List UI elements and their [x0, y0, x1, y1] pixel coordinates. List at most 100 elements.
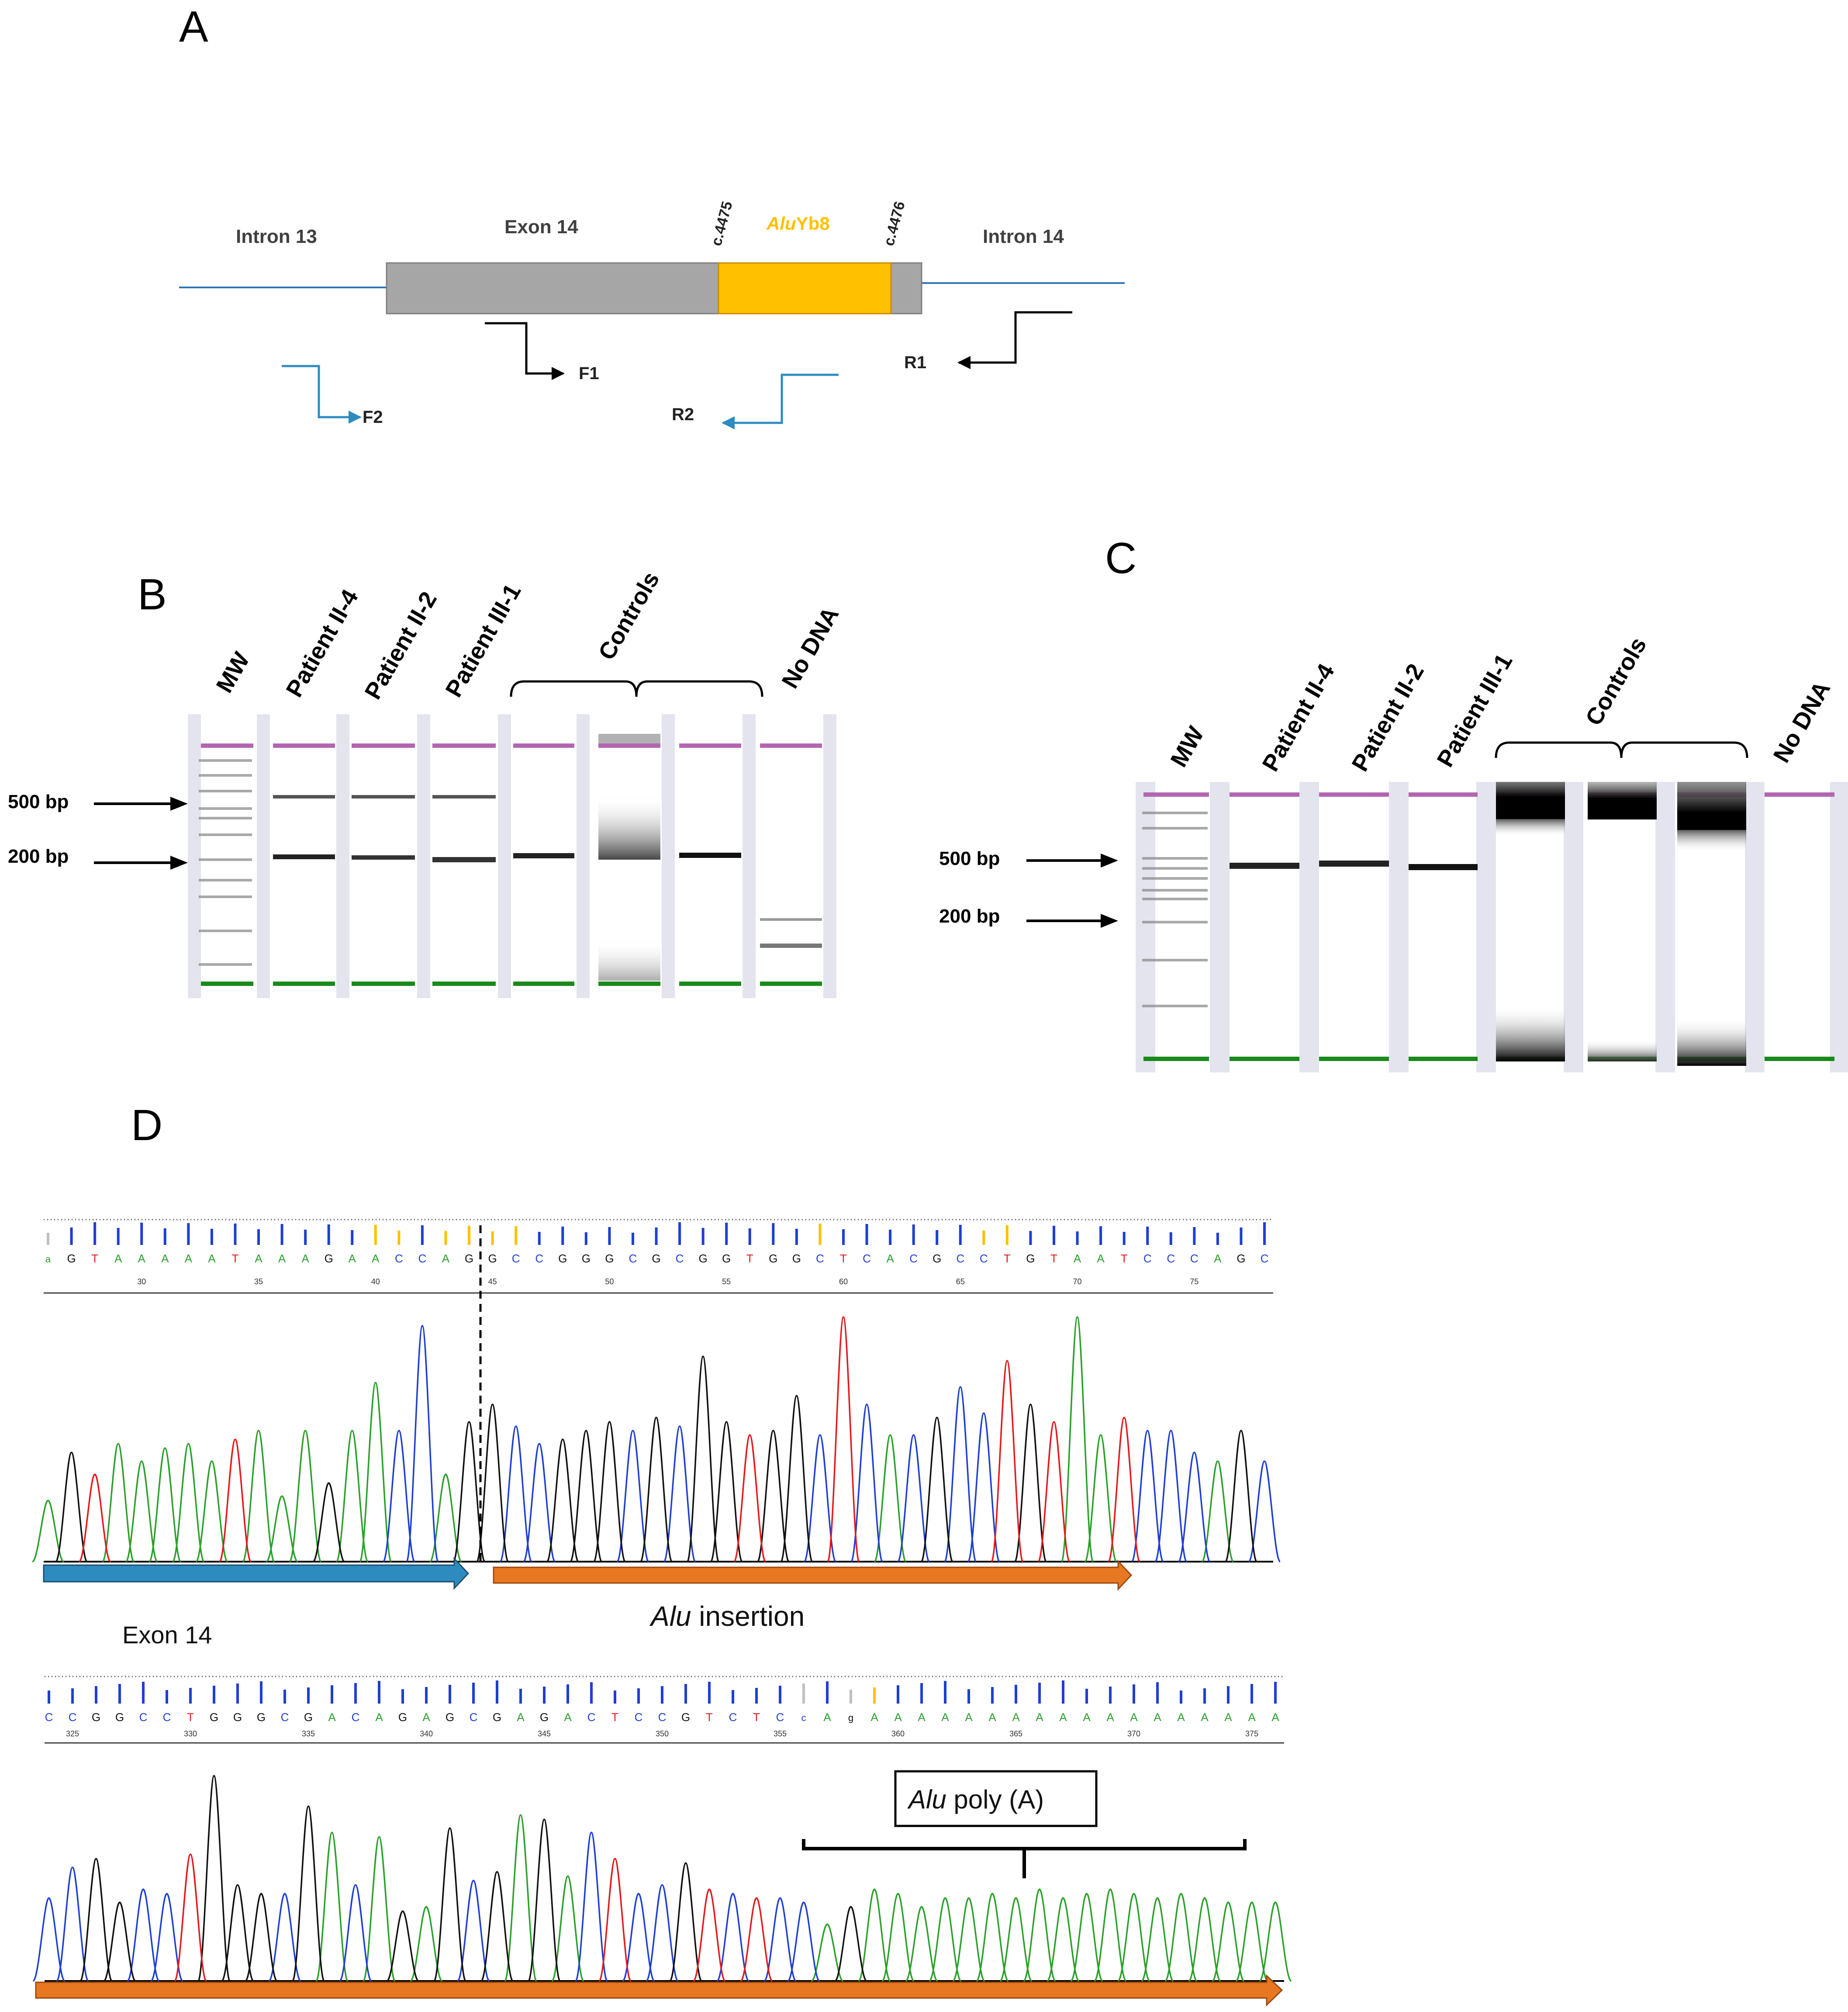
base-call: A	[301, 1252, 309, 1265]
primer-f1-arrow	[485, 322, 565, 380]
quality-bar	[850, 1690, 852, 1704]
base-call: G	[446, 1711, 454, 1724]
quality-bar	[421, 1225, 424, 1245]
size-marker-label: 500 bp	[8, 791, 69, 812]
base-call: A	[372, 1252, 380, 1265]
quality-bar	[889, 1230, 892, 1245]
quality-bar	[210, 1229, 213, 1245]
lane-separator	[1830, 782, 1848, 1072]
lane-separator	[188, 714, 201, 998]
quality-bar	[70, 1227, 73, 1245]
dna-smear	[598, 795, 660, 860]
ladder-band	[199, 833, 252, 836]
quality-bar	[234, 1224, 237, 1245]
alu-insertion-box	[718, 262, 892, 315]
site-c4476-label: c.4476	[881, 200, 908, 248]
quality-bar	[543, 1687, 546, 1704]
quality-bar	[755, 1688, 758, 1704]
quality-bar	[449, 1685, 451, 1704]
base-call: T	[706, 1711, 713, 1724]
position-tick: 360	[891, 1729, 905, 1738]
lane-separator	[417, 714, 430, 998]
base-call: A	[185, 1252, 193, 1265]
position-tick: 30	[137, 1277, 146, 1286]
base-call: A	[208, 1252, 216, 1265]
quality-bar	[944, 1681, 946, 1704]
quality-bar	[187, 1223, 190, 1245]
base-call: A	[918, 1711, 926, 1724]
quality-bar	[1123, 1232, 1126, 1245]
position-tick: 355	[774, 1729, 787, 1738]
quality-bar	[748, 1228, 751, 1245]
base-call: G	[115, 1711, 124, 1724]
upper-marker-band	[432, 743, 496, 748]
base-call: G	[465, 1252, 473, 1265]
base-call: A	[1214, 1252, 1222, 1265]
position-tick: 45	[488, 1277, 497, 1286]
position-tick: 345	[538, 1729, 551, 1738]
ladder-band	[199, 817, 252, 819]
quality-bar	[280, 1224, 283, 1245]
size-marker-arrow	[94, 797, 188, 811]
quality-bar	[1263, 1222, 1266, 1245]
quality-bar	[47, 1233, 49, 1245]
quality-bar	[561, 1227, 564, 1245]
upper-marker-band	[352, 743, 415, 748]
lane-label: Patient II-2	[1347, 660, 1429, 776]
base-call: G	[488, 1252, 497, 1265]
quality-bar	[1274, 1682, 1277, 1704]
base-call: A	[1106, 1711, 1114, 1724]
quality-bar	[1076, 1231, 1079, 1245]
quality-bar	[1146, 1227, 1149, 1245]
gel-lane	[598, 734, 660, 986]
base-call: A	[1012, 1711, 1020, 1724]
lower-marker-band	[598, 982, 660, 986]
quality-bar	[920, 1683, 923, 1704]
base-call: T	[840, 1252, 847, 1265]
dna-band	[352, 795, 415, 799]
gel-lane	[1230, 792, 1299, 1061]
upper-marker-band	[1765, 792, 1834, 797]
primer-f2-arrow	[282, 365, 362, 424]
base-call: A	[1177, 1711, 1185, 1724]
base-call: A	[517, 1711, 525, 1724]
lane-separator	[1389, 782, 1409, 1072]
base-call: C	[863, 1252, 871, 1265]
ladder-band	[1142, 812, 1208, 814]
lane-separator	[1564, 782, 1583, 1072]
dna-band	[598, 734, 660, 743]
quality-bar	[1240, 1227, 1243, 1245]
quality-bar	[1015, 1685, 1017, 1704]
lane-label: Patient III-1	[440, 580, 526, 702]
quality-bar	[163, 1228, 166, 1245]
lane-separator	[336, 714, 349, 998]
quality-bar	[538, 1232, 541, 1245]
lane-separator	[577, 714, 590, 998]
base-call: C	[980, 1252, 988, 1265]
lower-marker-band	[513, 982, 574, 986]
dna-band	[1588, 799, 1657, 819]
dna-band	[513, 853, 574, 858]
upper-marker-band	[273, 743, 335, 748]
base-call: C	[470, 1711, 478, 1724]
base-call: G	[582, 1252, 591, 1265]
base-call: A	[161, 1252, 169, 1265]
base-call: G	[92, 1711, 100, 1724]
quality-bar	[584, 1232, 587, 1245]
quality-bar	[397, 1231, 401, 1245]
dna-band	[760, 944, 822, 948]
base-call: A	[422, 1711, 430, 1724]
base-call: T	[187, 1711, 194, 1724]
base-call: C	[1261, 1252, 1269, 1265]
alu-sequence-arrow	[35, 1974, 1283, 2007]
gel-lane	[679, 743, 741, 986]
quality-bar	[1216, 1233, 1219, 1245]
base-call: G	[605, 1252, 614, 1265]
quality-bar	[1085, 1689, 1088, 1704]
quality-bar	[491, 1231, 494, 1245]
quality-bar	[283, 1690, 286, 1704]
controls-label: Controls	[593, 567, 664, 664]
upper-marker-band	[201, 743, 253, 748]
